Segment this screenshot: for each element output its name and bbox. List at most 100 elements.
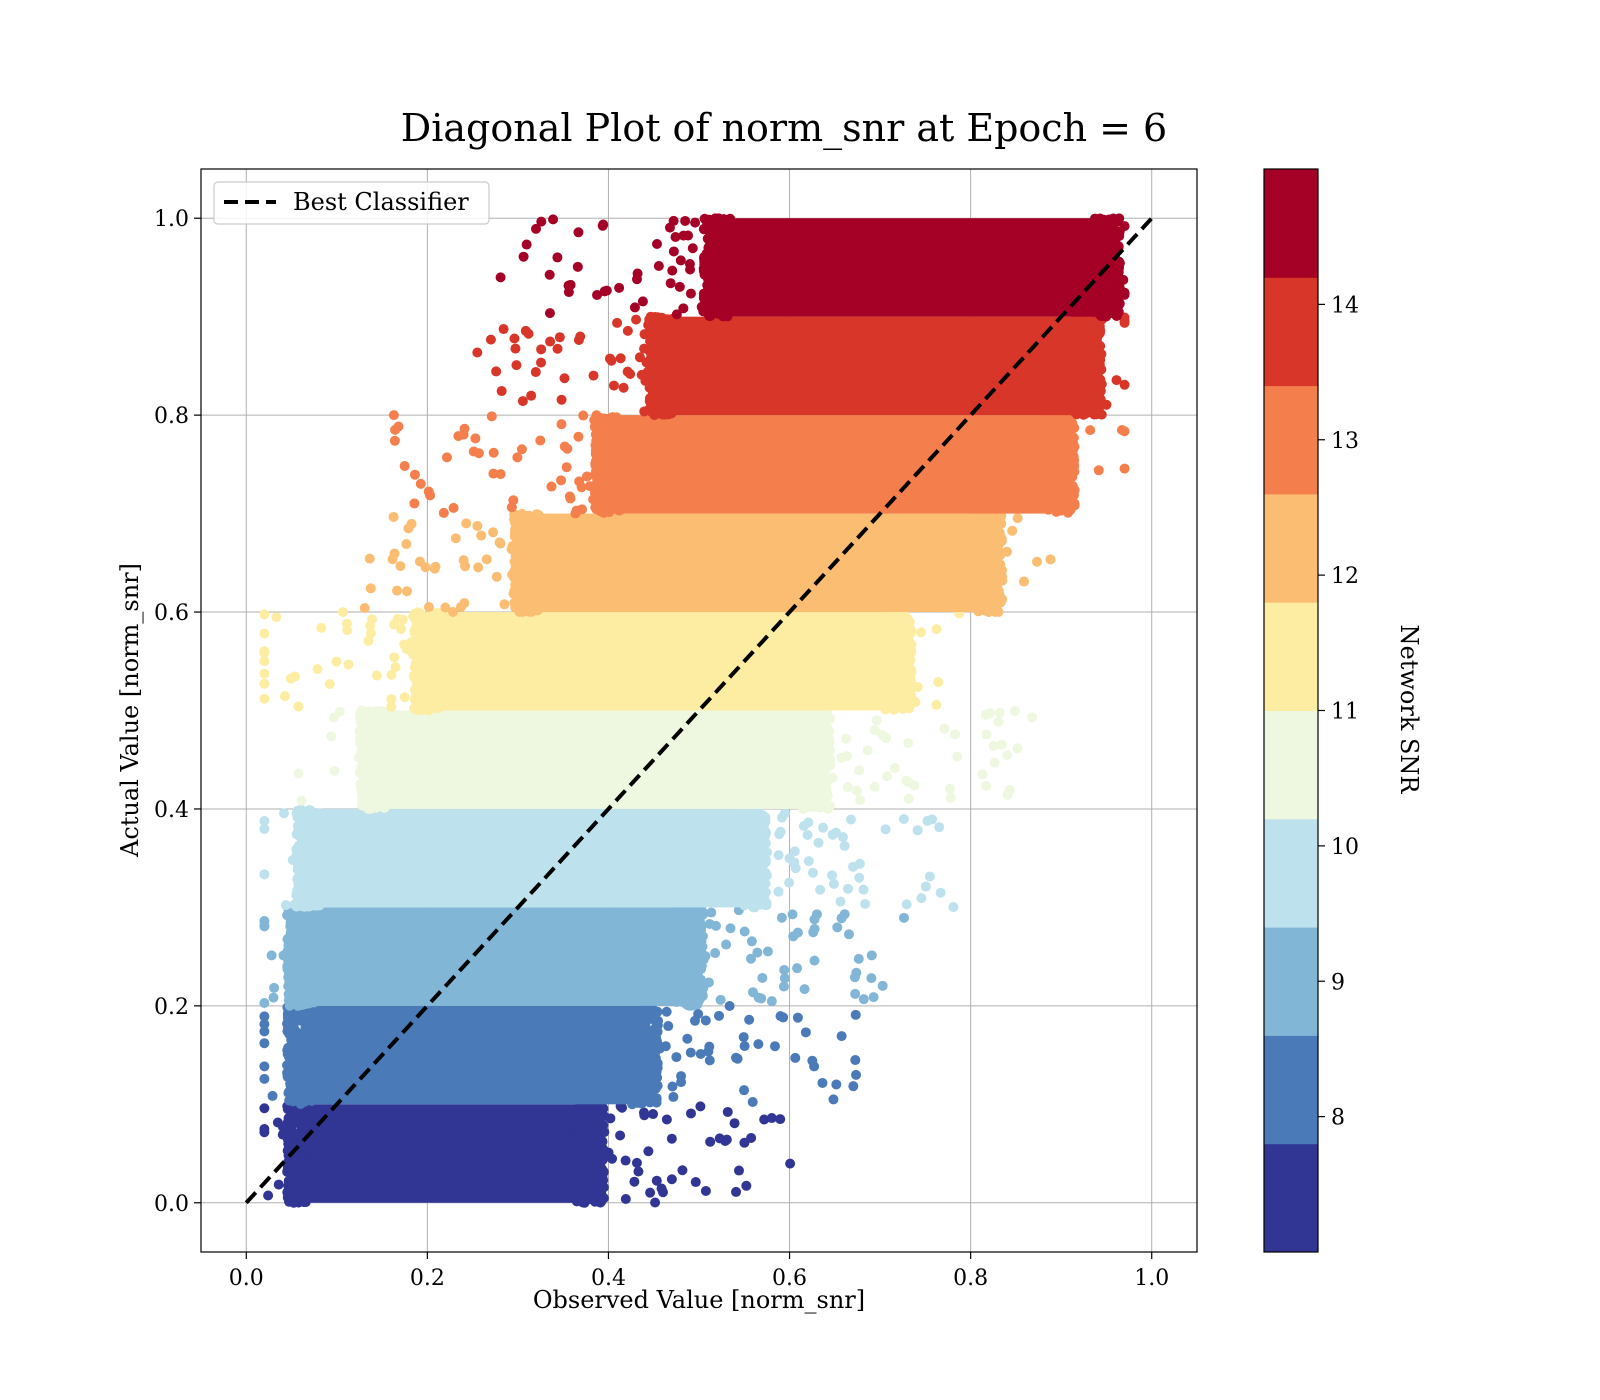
scatter-point — [414, 630, 425, 641]
scatter-point — [674, 996, 685, 1007]
scatter-point — [851, 785, 862, 796]
scatter-point — [597, 1111, 608, 1122]
scatter-point — [905, 671, 916, 682]
scatter-point — [988, 740, 999, 751]
scatter-point — [660, 1041, 671, 1052]
scatter-point — [259, 815, 270, 826]
scatter-point — [406, 636, 417, 647]
scatter-point — [977, 769, 988, 780]
scatter-point — [301, 1120, 312, 1131]
scatter-point — [685, 1047, 696, 1058]
scatter-point — [1045, 554, 1056, 565]
scatter-point — [1058, 460, 1069, 471]
scatter-point — [769, 1041, 780, 1052]
scatter-point — [1056, 500, 1067, 511]
scatter-point — [889, 762, 900, 773]
scatter-point — [615, 502, 626, 513]
scatter-point — [636, 1041, 647, 1052]
scatter-point — [671, 1052, 682, 1063]
scatter-point — [730, 1052, 741, 1063]
scatter-point — [854, 765, 865, 776]
scatter-point — [1048, 416, 1059, 427]
scatter-point — [620, 1155, 631, 1166]
scatter-point — [748, 825, 759, 836]
scatter-point — [922, 815, 933, 826]
scatter-point — [1057, 439, 1068, 450]
scatter-point — [798, 709, 809, 720]
scatter-point — [359, 739, 370, 750]
scatter-point — [866, 973, 877, 984]
scatter-point — [1043, 504, 1054, 515]
scatter-point — [871, 715, 882, 726]
scatter-point — [292, 885, 303, 896]
scatter-point — [757, 972, 768, 983]
scatter-point — [1064, 478, 1075, 489]
scatter-point — [677, 1165, 688, 1176]
scatter-point — [473, 562, 484, 573]
scatter-point — [259, 1038, 270, 1049]
scatter-point — [585, 1108, 596, 1119]
scatter-point — [259, 998, 270, 1009]
scatter-point — [812, 740, 823, 751]
scatter-point — [589, 415, 600, 426]
scatter-point — [725, 923, 736, 934]
scatter-point — [603, 1147, 614, 1158]
scatter-point — [592, 1165, 603, 1176]
scatter-point — [331, 656, 342, 667]
scatter-point — [704, 918, 715, 929]
scatter-band-7 — [388, 410, 1130, 519]
scatter-point — [422, 651, 433, 662]
scatter-point — [627, 1091, 638, 1102]
scatter-point — [401, 539, 412, 550]
scatter-point — [304, 1143, 315, 1154]
scatter-point — [695, 939, 706, 950]
scatter-point — [667, 1081, 678, 1092]
scatter-point — [845, 814, 856, 825]
scatter-point — [440, 602, 451, 613]
scatter-point — [514, 555, 525, 566]
scatter-point — [993, 540, 1004, 551]
scatter-point — [714, 1133, 725, 1144]
scatter-point — [979, 559, 990, 570]
scatter-point — [690, 1177, 701, 1188]
scatter-band-4 — [293, 705, 1038, 814]
scatter-point — [935, 887, 946, 898]
scatter-point — [472, 520, 483, 531]
scatter-point — [700, 1015, 711, 1026]
scatter-point — [638, 1107, 649, 1118]
scatter-point — [1057, 484, 1068, 495]
scatter-point — [521, 541, 532, 552]
scatter-point — [753, 892, 764, 903]
scatter-point — [285, 991, 296, 1002]
scatter-point — [259, 869, 270, 880]
scatter-point — [849, 972, 860, 983]
scatter-point — [778, 1012, 789, 1023]
scatter-point — [704, 1055, 715, 1066]
scatter-point — [368, 779, 379, 790]
scatter-point — [293, 1114, 304, 1125]
scatter-point — [985, 600, 996, 611]
scatter-point — [1049, 459, 1060, 470]
scatter-point — [425, 674, 436, 685]
scatter-point — [729, 1118, 740, 1129]
scatter-point — [952, 751, 963, 762]
scatter-point — [438, 507, 449, 518]
scatter-point — [760, 900, 771, 911]
scatter-point — [524, 510, 535, 521]
scatter-point — [614, 441, 625, 452]
scatter-point — [364, 553, 375, 564]
scatter-point — [324, 679, 335, 690]
scatter-point — [1009, 706, 1020, 717]
scatter-point — [776, 912, 787, 923]
scatter-point — [430, 660, 441, 671]
scatter-point — [915, 627, 926, 638]
scatter-point — [432, 699, 443, 710]
scatter-point — [629, 1176, 640, 1187]
scatter-point — [578, 1194, 589, 1205]
scatter-point — [993, 568, 1004, 579]
scatter-point — [989, 757, 1000, 768]
scatter-point — [993, 606, 1004, 617]
scatter-point — [855, 795, 866, 806]
scatter-point — [284, 1094, 295, 1105]
